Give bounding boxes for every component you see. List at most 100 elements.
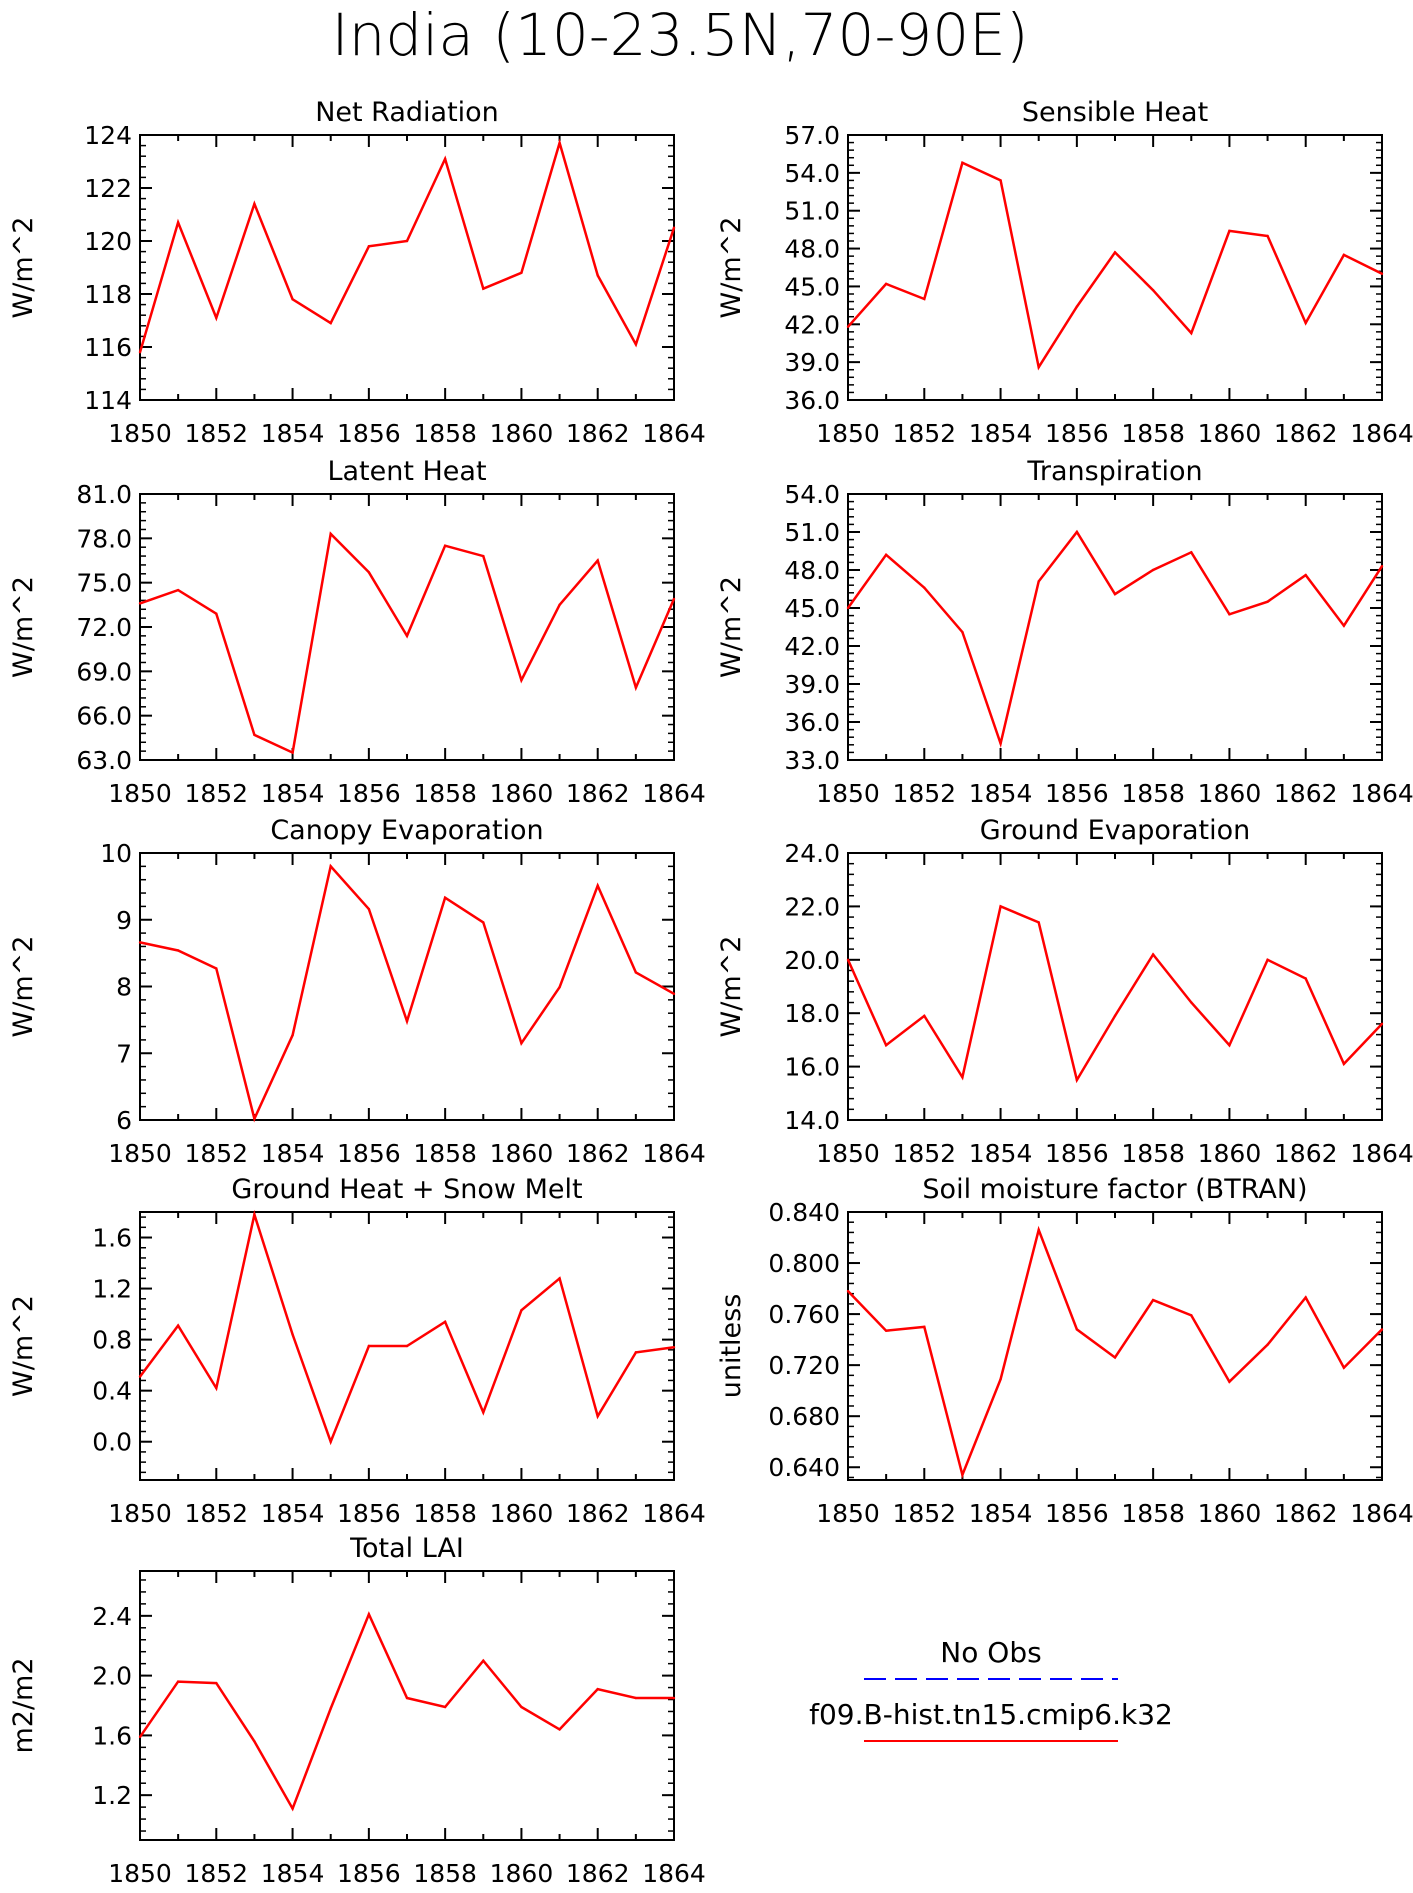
data-point — [1037, 580, 1040, 583]
x-tick-label: 1854 — [261, 1859, 325, 1888]
data-point — [558, 603, 561, 607]
data-point — [634, 1696, 638, 1700]
x-tick-label: 1862 — [1274, 779, 1338, 808]
y-tick-label: 0.760 — [768, 1300, 840, 1329]
y-tick-label: 2.4 — [92, 1602, 132, 1631]
data-point — [482, 1659, 485, 1662]
data-point — [1342, 1062, 1346, 1066]
x-tick-label: 1862 — [1274, 1499, 1338, 1528]
data-point — [1380, 272, 1384, 276]
y-tick-label: 0.720 — [768, 1351, 840, 1380]
x-tick-label: 1850 — [108, 419, 172, 448]
y-tick-label: 1.6 — [92, 1224, 132, 1253]
y-tick-label: 14.0 — [784, 1106, 840, 1135]
data-point — [634, 971, 638, 974]
data-point — [1075, 1078, 1079, 1082]
data-point — [672, 597, 676, 601]
data-point — [405, 1344, 409, 1348]
x-tick-label: 1852 — [892, 779, 956, 808]
x-tick-label: 1854 — [261, 1499, 325, 1528]
x-tick-label: 1858 — [413, 1139, 477, 1168]
x-tick-label: 1856 — [337, 1499, 401, 1528]
panel-title: Ground Heat + Snow Melt — [231, 1174, 582, 1205]
x-tick-label: 1856 — [337, 419, 401, 448]
y-tick-label: 48.0 — [784, 556, 840, 585]
y-tick-label: 22.0 — [784, 892, 840, 921]
x-tick-label: 1852 — [184, 1139, 248, 1168]
x-tick-label: 1858 — [1121, 779, 1185, 808]
y-tick-label: 18.0 — [784, 999, 840, 1028]
y-axis-label: W/m^2 — [8, 936, 39, 1038]
data-point — [1266, 600, 1269, 603]
data-point — [329, 1707, 332, 1710]
data-point — [215, 612, 218, 615]
data-point — [884, 1329, 888, 1332]
data-point — [634, 1351, 638, 1354]
panel-sensible-heat: Sensible Heat W/m^2 1850 1852 1854 1856 1858 18… — [716, 97, 1413, 448]
data-point — [443, 544, 447, 547]
data-point — [138, 351, 142, 354]
y-tick-label: 116 — [84, 333, 132, 362]
data-point — [596, 884, 599, 887]
x-tick-label: 1860 — [1198, 779, 1262, 808]
y-axis-label: m2/m2 — [8, 1657, 39, 1753]
data-point — [1342, 624, 1346, 627]
data-point — [405, 1020, 409, 1023]
figure-title: India (10-23.5N,70-90E) — [332, 1, 1029, 69]
y-tick-label: 8 — [116, 973, 132, 1002]
x-tick-label: 1862 — [566, 1139, 630, 1168]
data-point — [215, 316, 218, 320]
data-point — [1113, 592, 1117, 596]
data-point — [1228, 1044, 1231, 1047]
data-point — [634, 686, 638, 689]
x-tick-label: 1860 — [490, 1499, 554, 1528]
data-point — [634, 343, 638, 346]
data-point — [672, 1696, 676, 1700]
data-point — [961, 1076, 964, 1079]
panel-title: Transpiration — [1026, 456, 1202, 487]
y-tick-label: 122 — [84, 174, 132, 203]
data-point — [291, 1807, 294, 1810]
data-point — [329, 321, 332, 325]
data-point — [1151, 1298, 1155, 1302]
data-point — [329, 865, 332, 868]
data-point — [999, 905, 1002, 908]
data-point — [482, 1411, 485, 1414]
x-tick-label: 1852 — [892, 419, 956, 448]
x-tick-label: 1860 — [1198, 1139, 1262, 1168]
y-tick-label: 0.0 — [92, 1428, 132, 1457]
x-tick-label: 1850 — [816, 779, 880, 808]
data-point — [672, 992, 676, 996]
y-tick-label: 6 — [116, 1106, 132, 1135]
x-tick-label: 1858 — [413, 419, 477, 448]
y-tick-label: 10 — [100, 839, 132, 868]
x-tick-label: 1850 — [108, 1859, 172, 1888]
x-tick-label: 1860 — [490, 419, 554, 448]
data-point — [1342, 1366, 1346, 1369]
data-point — [405, 634, 409, 638]
data-point — [558, 1728, 561, 1731]
y-tick-label: 1.2 — [92, 1781, 132, 1810]
data-point — [1304, 1296, 1307, 1299]
y-axis-label: W/m^2 — [8, 217, 39, 319]
y-tick-label: 118 — [84, 280, 132, 309]
x-tick-label: 1862 — [566, 419, 630, 448]
data-point — [1190, 551, 1193, 554]
y-tick-label: 57.0 — [784, 121, 840, 150]
x-tick-label: 1862 — [1274, 419, 1338, 448]
data-point — [405, 239, 409, 243]
y-tick-label: 54.0 — [784, 480, 840, 509]
panels-group: Net Radiation W/m^2 1850 1852 1854 1856 1858 18… — [8, 97, 1413, 1888]
panel-title: Soil moisture factor (BTRAN) — [922, 1174, 1307, 1205]
x-tick-label: 1854 — [969, 1499, 1033, 1528]
y-tick-label: 114 — [84, 386, 132, 415]
data-point — [176, 1324, 180, 1327]
data-point — [482, 921, 485, 924]
data-point — [1037, 365, 1040, 369]
data-point — [367, 571, 371, 574]
y-tick-label: 2.0 — [92, 1662, 132, 1691]
data-point — [846, 1289, 850, 1293]
data-point — [1304, 321, 1307, 325]
data-point — [1304, 977, 1307, 980]
data-point — [520, 1309, 523, 1312]
